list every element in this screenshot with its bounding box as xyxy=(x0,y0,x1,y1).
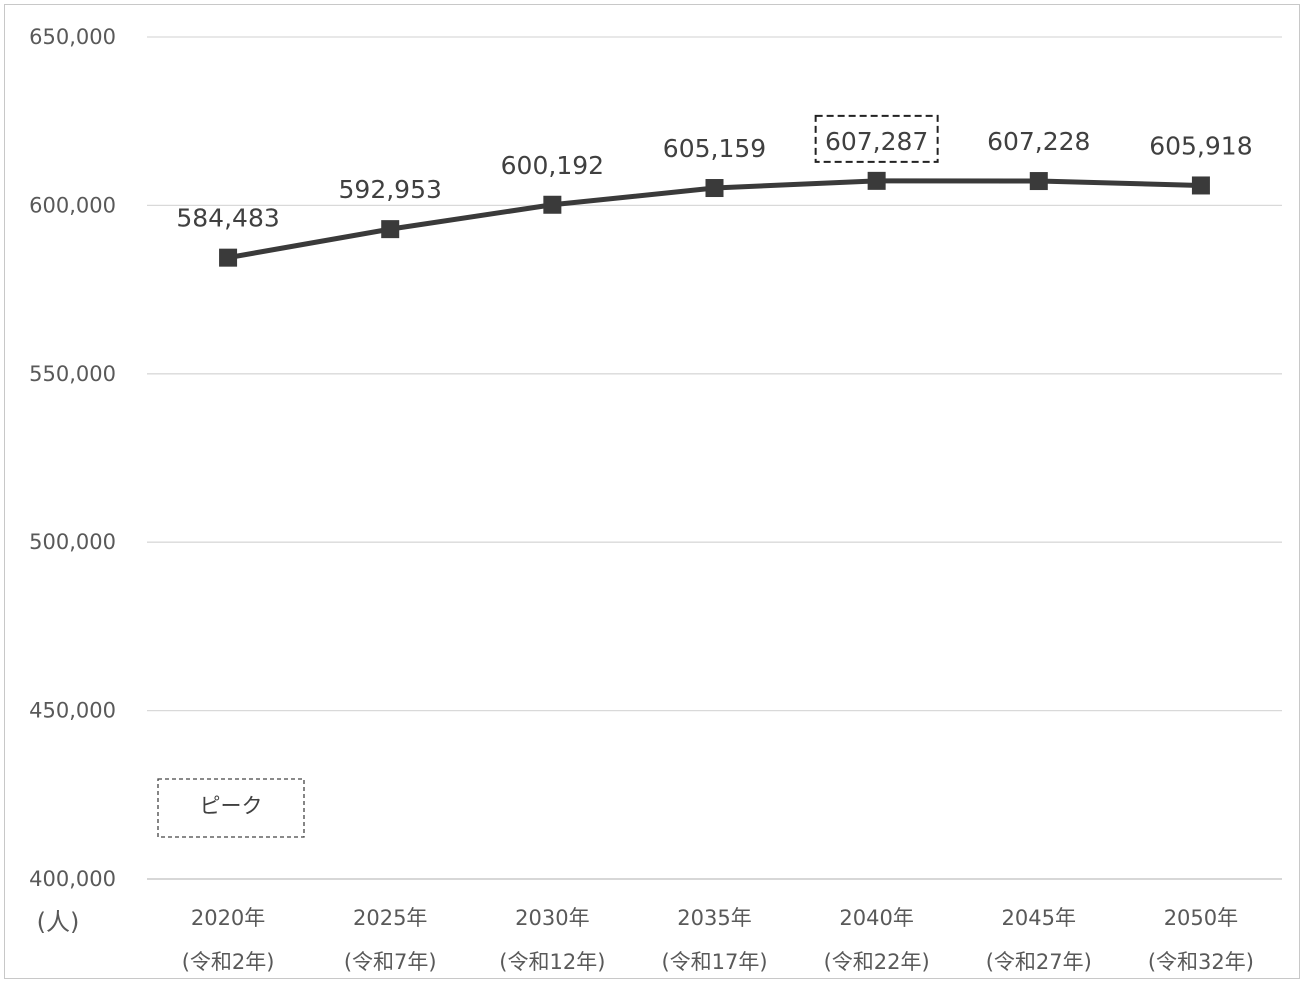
x-tick-label-year: 2025年 xyxy=(353,906,427,930)
x-tick-label-year: 2035年 xyxy=(677,906,751,930)
y-tick-label: 550,000 xyxy=(29,362,116,386)
y-tick-label: 400,000 xyxy=(29,867,116,891)
y-axis-ticks: 650,000 600,000 550,000 500,000 450,000 400,0… xyxy=(29,25,116,891)
unit-label: (人) xyxy=(37,908,80,936)
x-tick-label-year: 2040年 xyxy=(839,906,913,930)
y-tick-label: 600,000 xyxy=(29,193,116,217)
data-point-marker xyxy=(1191,176,1210,195)
data-label: 607,228 xyxy=(987,127,1090,156)
data-label: 605,918 xyxy=(1149,131,1252,160)
peak-highlight-box xyxy=(814,114,939,163)
x-tick-label-era: (令和17年) xyxy=(661,950,767,974)
x-tick-label-era: (令和12年) xyxy=(499,950,605,974)
x-tick-label-era: (令和32年) xyxy=(1148,950,1254,974)
data-point-marker xyxy=(543,195,562,214)
x-tick-label-era: (令和22年) xyxy=(824,950,930,974)
data-point-marker xyxy=(1029,172,1048,191)
data-labels: 584,483 592,953 600,192 605,159 607,287 607,2… xyxy=(176,114,1253,233)
x-tick-label-year: 2045年 xyxy=(1002,906,1076,930)
x-tick-label-year: 2050年 xyxy=(1164,906,1238,930)
data-label: 592,953 xyxy=(339,175,442,204)
x-tick-label-era: (令和7年) xyxy=(344,950,437,974)
series-line xyxy=(219,171,1210,267)
x-tick-label-era: (令和27年) xyxy=(986,950,1092,974)
peak-legend-box: ピーク xyxy=(157,778,305,838)
data-point-marker xyxy=(219,248,238,267)
peak-legend-border xyxy=(157,778,305,838)
data-point-marker xyxy=(705,179,724,198)
data-label: 600,192 xyxy=(501,151,604,180)
data-label: 607,287 xyxy=(825,127,928,156)
data-point-marker xyxy=(381,220,400,239)
x-tick-label-year: 2030年 xyxy=(515,906,589,930)
y-tick-label: 450,000 xyxy=(29,699,116,723)
x-axis-ticks: 2020年 (令和2年) 2025年 (令和7年) 2030年 (令和12年) 2035年 (… xyxy=(182,906,1254,974)
x-tick-label-year: 2020年 xyxy=(191,906,265,930)
chart-frame xyxy=(4,4,1300,979)
y-tick-label: 500,000 xyxy=(29,530,116,554)
y-tick-label: 650,000 xyxy=(29,25,116,49)
data-label: 605,159 xyxy=(663,134,766,163)
peak-legend-text: ピーク xyxy=(200,794,263,818)
gridlines xyxy=(147,36,1282,880)
data-label: 584,483 xyxy=(176,204,279,233)
x-tick-label-era: (令和2年) xyxy=(182,950,275,974)
data-point-marker xyxy=(867,171,886,190)
